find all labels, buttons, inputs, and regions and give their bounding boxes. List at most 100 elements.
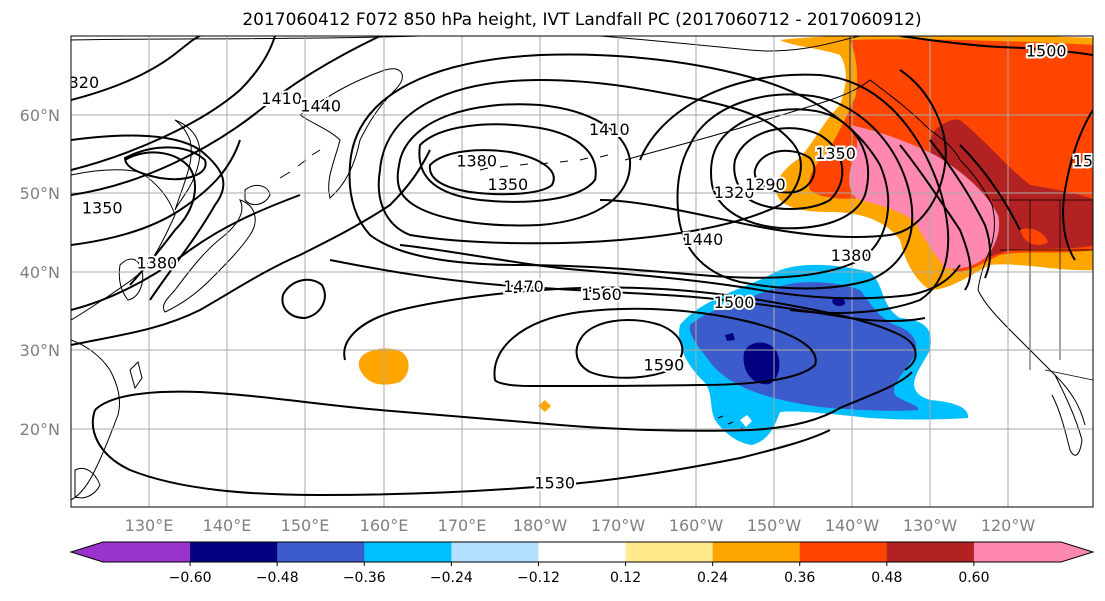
contour-1560-high — [343, 286, 917, 371]
colorbar-swatch — [277, 542, 365, 562]
lon-tick-label: 140°E — [203, 516, 252, 535]
coast-mainland-asia — [71, 169, 176, 321]
coast-bc-washington — [959, 159, 995, 291]
contour-1500-loop-west — [281, 278, 326, 320]
contour-label-layer: 1320141014401350138013801350141013201290… — [58, 40, 1105, 495]
contour-1470-central — [348, 53, 890, 279]
coast-california — [977, 289, 1086, 426]
contour-1410-central — [396, 103, 632, 227]
contour-label: 1410 — [261, 89, 302, 108]
colorbar-swatch — [799, 542, 888, 562]
colorbar-swatch — [712, 542, 801, 562]
height-contours — [71, 36, 1093, 497]
contour-label: 1500 — [714, 293, 755, 312]
contour-1290-loop — [753, 149, 816, 194]
colorbar-swatch — [451, 542, 539, 562]
coast-korea — [118, 258, 144, 301]
lat-tick-label: 20°N — [20, 420, 60, 439]
contour-1320-loop-east — [733, 127, 844, 210]
latitude-axis: 60°N 50°N 40°N 30°N 20°N — [20, 106, 60, 439]
borders — [849, 36, 1093, 381]
colorbar-tick-label: 0.36 — [784, 570, 815, 586]
shade-blue-pacific — [689, 282, 919, 411]
coast-hokkaido — [244, 184, 271, 206]
lon-tick-label: 160°W — [669, 516, 724, 535]
contour-1350-west-upper — [71, 194, 301, 311]
colorbar — [69, 541, 1095, 563]
lat-tick-label: 50°N — [20, 184, 60, 203]
contour-label: 1560 — [581, 285, 622, 304]
contour-label: 1350 — [815, 144, 856, 163]
contour-1500-ridge-c — [959, 144, 1021, 231]
contour-1350-central — [428, 149, 555, 196]
coast-japan — [162, 199, 256, 313]
lon-tick-label: 130°E — [125, 516, 174, 535]
contour-label: 1410 — [589, 120, 630, 139]
colorbar-ticks: −0.60 −0.48 −0.36 −0.24 −0.12 0.12 0.24 0.36 0.4… — [169, 562, 989, 586]
contour-1320-loop — [123, 146, 207, 181]
colorbar-extend-max — [1061, 542, 1093, 562]
colorbar-swatch — [973, 542, 1062, 562]
colorbar-swatch — [625, 542, 714, 562]
shade-red-inner — [1020, 228, 1048, 246]
lon-tick-label: 150°W — [747, 516, 802, 535]
colorbar-swatch — [886, 542, 975, 562]
contour-1380-central — [418, 123, 597, 203]
gridlines — [71, 36, 1093, 507]
contour-1380-west-cut — [124, 151, 196, 286]
lat-tick-label: 30°N — [20, 341, 60, 360]
contour-1470-west — [71, 149, 431, 346]
shade-navy-speck — [725, 333, 735, 341]
lat-tick-label: 60°N — [20, 106, 60, 125]
coast-china-east — [71, 339, 121, 501]
contour-1410-west — [71, 36, 276, 171]
contour-label: 1380 — [136, 254, 177, 273]
colorbar-tick-label: 0.24 — [697, 570, 728, 586]
contour-1380-west — [71, 139, 241, 246]
colorbar-tick-label: −0.60 — [169, 570, 212, 586]
contour-1530-south — [91, 409, 831, 497]
contour-label: 1530 — [534, 473, 575, 492]
contour-label: 1500 — [1026, 42, 1067, 61]
colorbar-tick-label: −0.48 — [256, 570, 299, 586]
shade-orange-small — [538, 400, 551, 412]
longitude-axis: 130°E 140°E 150°E 160°E 170°E 180°W 170°… — [125, 516, 1036, 535]
chart-title: 2017060412 F072 850 hPa height, IVT Land… — [242, 10, 921, 30]
coast-alaska-north — [599, 36, 861, 52]
contour-1440-east — [599, 69, 947, 238]
lon-tick-label: 150°E — [281, 516, 330, 535]
contour-label: 1320 — [714, 183, 755, 202]
contour-1440-west — [71, 36, 381, 196]
contour-label: 1530 — [1073, 152, 1105, 171]
contour-1350-loop-east — [710, 108, 870, 230]
contour-label: 1320 — [58, 73, 99, 92]
colorbar-swatch — [190, 542, 278, 562]
lon-tick-label: 160°E — [360, 516, 409, 535]
border-us-mexico — [1044, 369, 1093, 381]
lat-tick-label: 40°N — [20, 263, 60, 282]
lon-tick-label: 120°W — [981, 516, 1036, 535]
coast-taiwan — [129, 361, 143, 390]
coast-kamchatka — [299, 68, 403, 199]
coast-baja — [1051, 374, 1083, 456]
contour-1380-loop-east — [676, 93, 914, 290]
shade-navy-small — [832, 297, 846, 307]
contour-1560-loop — [575, 319, 684, 379]
contour-1320-west — [71, 36, 201, 101]
colorbar-tick-label: 0.48 — [871, 570, 902, 586]
coast-siberia-north — [71, 36, 421, 41]
colorbar-tick-label: −0.36 — [343, 570, 386, 586]
shade-white-hole — [740, 415, 752, 427]
lon-tick-label: 140°W — [825, 516, 880, 535]
colorbar-extend-min — [71, 542, 103, 562]
lon-tick-label: 180°W — [513, 516, 568, 535]
contour-label: 1290 — [745, 175, 786, 194]
contour-1500-ridge-b — [929, 139, 992, 279]
coast-philippines — [74, 467, 101, 499]
contour-label: 1440 — [300, 97, 341, 116]
contour-1530-east — [1062, 109, 1093, 261]
lon-tick-label: 130°W — [903, 516, 958, 535]
contour-1500-ridge-a — [899, 144, 972, 291]
contour-label: 1380 — [456, 152, 497, 171]
